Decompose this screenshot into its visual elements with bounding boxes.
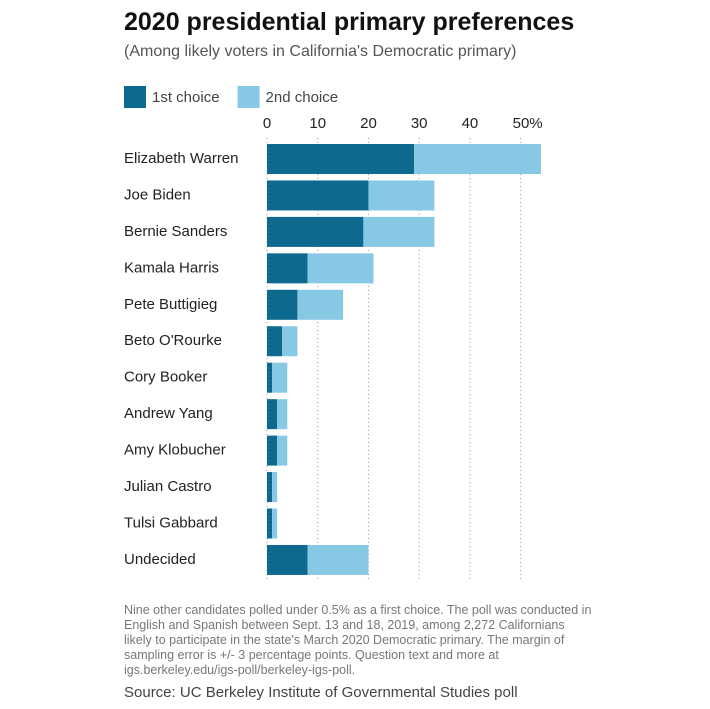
y-tick-label: Beto O'Rourke <box>124 332 222 349</box>
bar-segment <box>282 326 298 357</box>
y-tick-label: Andrew Yang <box>124 405 213 422</box>
y-tick-label: Pete Buttigieg <box>124 296 217 313</box>
bar-segment <box>267 326 283 357</box>
y-tick-label: Kamala Harris <box>124 259 219 276</box>
bar-segment <box>267 180 369 211</box>
bar-segment <box>267 362 273 393</box>
bar-segment <box>267 472 273 503</box>
bar-segment <box>414 144 541 174</box>
x-tick-label: 0 <box>263 115 271 132</box>
chart-source: Source: UC Berkeley Institute of Governm… <box>124 684 518 701</box>
chart-title: 2020 presidential primary preferences <box>124 8 575 36</box>
bar-segment <box>272 362 288 393</box>
y-tick-label: Julian Castro <box>124 478 212 495</box>
bar-segment <box>267 435 278 466</box>
y-tick-label: Bernie Sanders <box>124 223 227 240</box>
bar-segment <box>267 544 308 575</box>
x-tick-label: 20 <box>360 115 377 132</box>
bar-segment <box>272 508 278 539</box>
chart-note: Nine other candidates polled under 0.5% … <box>124 603 592 677</box>
y-tick-label: Elizabeth Warren <box>124 150 239 167</box>
bar-segment <box>267 253 308 284</box>
bar-segment <box>368 180 435 211</box>
bar-segment <box>363 216 435 247</box>
bar-segment <box>307 544 369 575</box>
bar-segment <box>267 144 415 174</box>
legend-label: 2nd choice <box>266 89 339 106</box>
bar-segment <box>272 472 278 503</box>
bar-segment <box>277 435 288 466</box>
y-tick-label: Amy Klobucher <box>124 442 226 459</box>
legend-swatch <box>237 86 260 108</box>
bar-segment <box>267 399 278 430</box>
legend-swatch <box>124 86 146 108</box>
x-tick-label: 40 <box>462 115 479 132</box>
bar-segment <box>307 253 374 284</box>
x-tick-label: 10 <box>309 115 326 132</box>
y-tick-label: Tulsi Gabbard <box>124 514 218 531</box>
bar-segment <box>297 289 344 320</box>
x-tick-label: 50% <box>513 115 543 132</box>
bar-segment <box>267 508 273 539</box>
bar-segment <box>277 399 288 430</box>
bar-segment <box>267 289 298 320</box>
y-tick-label: Undecided <box>124 551 196 568</box>
chart: 1st choice 2nd choice 0 10 20 30 40 50% Elizabet… <box>124 86 543 580</box>
legend-label: 1st choice <box>152 89 220 106</box>
y-tick-label: Cory Booker <box>124 369 207 386</box>
bar-segment <box>267 216 364 247</box>
y-tick-label: Joe Biden <box>124 186 191 203</box>
chart-subtitle: (Among likely voters in California's Dem… <box>124 43 517 60</box>
x-tick-label: 30 <box>411 115 428 132</box>
